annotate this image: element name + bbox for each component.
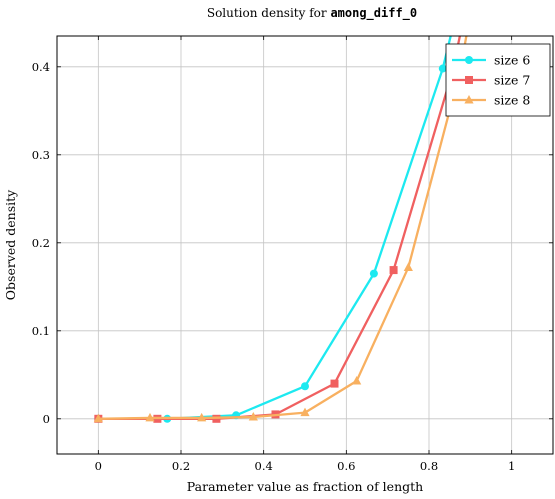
series-layer: [93, 36, 468, 423]
data-point: [369, 269, 378, 278]
data-point: [197, 412, 207, 422]
chart-title-code: among_diff_0: [330, 6, 417, 21]
legend-swatch-marker: [465, 76, 473, 84]
data-point: [403, 262, 413, 271]
y-tick-label: 0.3: [32, 148, 50, 162]
x-tick-label: 0.6: [337, 459, 355, 473]
y-axis-label: Observed density: [3, 189, 18, 300]
legend-label: size 8: [494, 93, 530, 108]
legend-swatch-marker: [464, 95, 474, 104]
legend: size 6 size 7 size 8: [445, 43, 551, 117]
data-point: [352, 375, 362, 385]
x-tick-label: 0: [95, 459, 102, 473]
y-tick-label: 0: [43, 412, 50, 426]
y-tick-label: 0.1: [32, 324, 50, 338]
x-tick-label: 0.4: [255, 459, 273, 473]
data-point: [301, 382, 309, 391]
y-tick-label: 0.4: [32, 60, 50, 74]
data-point: [145, 412, 155, 422]
x-tick-label: 0.8: [420, 459, 438, 473]
x-tick-label: 1: [508, 459, 515, 473]
legend-label: size 7: [494, 73, 530, 88]
y-tick-label: 0.2: [32, 236, 50, 250]
legend-swatch-marker: [465, 56, 473, 64]
chart-title: Solution density for among_diff_0: [207, 6, 417, 21]
ticks: 0 0.2 0.4 0.6 0.8 1 0 0.1 0.2 0.3 0.4: [32, 36, 553, 473]
chart-title-prefix: Solution density for: [207, 6, 331, 20]
data-point: [248, 412, 258, 421]
data-point: [389, 266, 398, 275]
x-axis-label: Parameter value as fraction of length: [187, 479, 423, 494]
data-point: [438, 64, 447, 73]
data-point: [330, 379, 339, 388]
legend-label: size 6: [494, 53, 530, 68]
data-point: [93, 413, 103, 423]
x-tick-label: 0.2: [172, 459, 190, 473]
data-point: [300, 407, 310, 417]
plot-frame: [56, 35, 554, 455]
